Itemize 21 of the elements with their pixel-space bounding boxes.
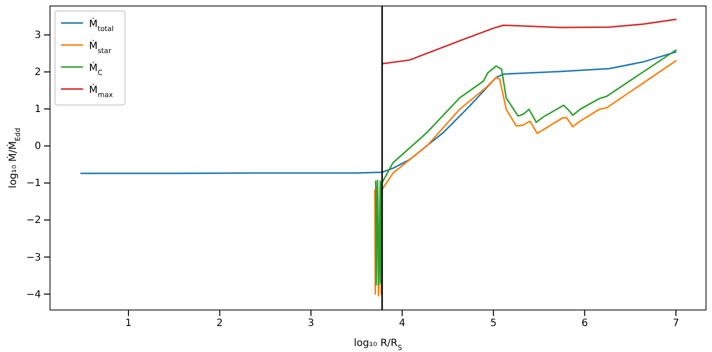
y-tick-label: 3 xyxy=(34,30,41,42)
legend-label: Ṁ$_{star}$ xyxy=(89,39,112,55)
y-tick-label: −4 xyxy=(26,289,41,300)
x-tick-label: 6 xyxy=(581,318,588,330)
x-tick-label: 1 xyxy=(125,318,132,330)
legend-label: Ṁ$_{C}$ xyxy=(89,61,103,77)
x-tick-label: 2 xyxy=(216,318,223,330)
line-series xyxy=(381,18,677,65)
x-tick-label: 5 xyxy=(490,318,497,330)
legend-label: Ṁ$_{total}$ xyxy=(89,17,114,33)
y-tick-label: −1 xyxy=(26,178,41,190)
x-tick-label: 3 xyxy=(308,318,314,330)
x-tick-label: 4 xyxy=(398,318,406,330)
y-tick-label: −3 xyxy=(26,252,41,264)
x-axis-title: log₁₀ R/R$_{S}$ xyxy=(354,338,403,352)
y-tick-label: 0 xyxy=(34,141,41,152)
legend-label: Ṁ$_{max}$ xyxy=(89,83,113,99)
y-tick-label: 1 xyxy=(34,104,41,116)
y-tick-label: −2 xyxy=(26,215,41,226)
x-tick-label: 7 xyxy=(672,318,680,330)
y-tick-label: 2 xyxy=(34,67,41,78)
